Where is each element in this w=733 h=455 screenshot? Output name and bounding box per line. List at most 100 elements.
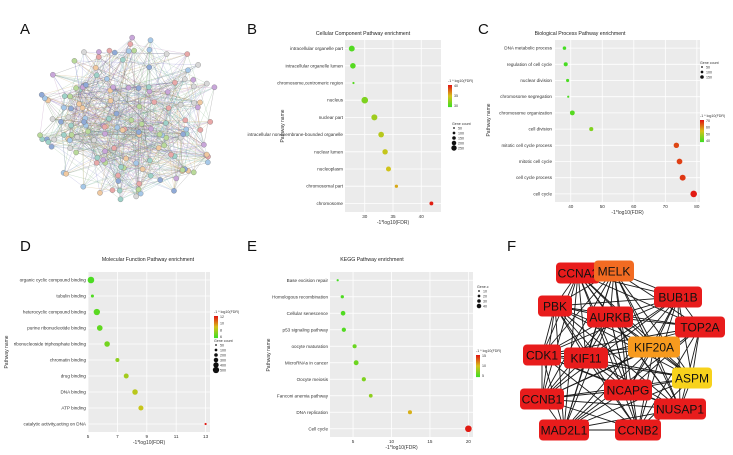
network-edge (138, 83, 207, 133)
category-label: purine ribonucleotide binding (27, 326, 86, 331)
network-node (45, 139, 52, 145)
network-node (197, 99, 203, 106)
size-legend-dot (214, 353, 218, 357)
data-point (132, 389, 138, 395)
color-legend-bar (448, 104, 452, 106)
network-node (106, 47, 113, 54)
network-edge (66, 173, 141, 194)
size-legend-dot (477, 299, 481, 303)
network-node (81, 49, 87, 55)
color-legend-bar (448, 99, 452, 101)
color-legend-bar (476, 359, 480, 361)
network-node (68, 122, 74, 129)
network-edge (637, 326, 701, 431)
category-label: nuclear part (319, 115, 344, 120)
category-label: chromosome organization (499, 110, 552, 115)
size-legend-label: 50 (220, 343, 224, 347)
category-label: p53 signaling pathway (283, 327, 329, 332)
x-tick-label: 11 (174, 434, 179, 439)
network-edge (97, 83, 207, 158)
chart-molecular-function: Molecular Function Pathway enrichment org… (4, 257, 239, 446)
color-legend-bar (448, 93, 452, 95)
network-node (155, 145, 162, 151)
gene-node-label: MELK (598, 264, 631, 278)
data-point (407, 410, 413, 415)
network-node (48, 143, 55, 150)
network-edge (63, 51, 129, 135)
data-point (340, 295, 344, 299)
category-label: intracellular organelle lumen (286, 63, 344, 68)
size-legend-label: 500 (220, 368, 226, 372)
x-tick-label: 60 (631, 204, 637, 209)
network-edge (203, 87, 215, 145)
network-edge (66, 173, 84, 187)
network-edge (69, 140, 209, 157)
color-legend-bar (448, 87, 452, 89)
network-edge (112, 40, 151, 191)
color-legend-bar (214, 330, 218, 332)
network-edge (79, 103, 183, 171)
category-label: DNA binding (60, 390, 86, 395)
color-legend-tick: 8 (220, 328, 222, 332)
network-edge (60, 113, 117, 122)
network-edge (66, 78, 185, 174)
color-legend-tick: 60 (706, 126, 710, 130)
network-edge (60, 121, 208, 163)
size-legend-dot (477, 294, 481, 298)
color-legend-bar (700, 120, 704, 122)
network-node (156, 131, 163, 138)
gene-node-box (538, 295, 572, 317)
color-legend-bar (448, 88, 452, 90)
network-node (163, 135, 170, 141)
data-point (569, 110, 575, 116)
network-node (110, 84, 116, 90)
category-label: intracellular non-membrane-bounded organ… (247, 132, 343, 137)
network-edge (139, 121, 211, 135)
network-node (157, 177, 163, 183)
size-legend-title: Gene count (700, 61, 719, 65)
size-legend-dot (451, 140, 457, 146)
color-legend-bar (700, 129, 704, 131)
network-node (204, 80, 210, 87)
network-edge (167, 91, 184, 135)
color-legend-bar (476, 371, 480, 373)
network-node (91, 137, 97, 143)
x-tick-label: 10 (389, 439, 395, 444)
network-edge (83, 156, 175, 187)
color-legend-bar (476, 376, 480, 378)
network-edge (541, 296, 679, 400)
network-edge (75, 37, 133, 89)
network-edge (110, 90, 201, 103)
network-edge (120, 167, 124, 200)
category-label: chromatin binding (50, 358, 87, 363)
color-legend-bar (476, 361, 480, 363)
network-node (136, 180, 142, 187)
network-node (146, 84, 152, 90)
data-point (690, 190, 697, 198)
network-edge (52, 74, 107, 80)
category-label: nuclear division (520, 78, 552, 83)
network-node (179, 167, 186, 173)
color-legend-bar (214, 331, 218, 333)
color-legend-bar (448, 95, 452, 97)
network-edge (93, 125, 104, 141)
size-legend-label: 250 (458, 146, 464, 150)
network-edge (109, 50, 111, 91)
category-label: mitotic cell cycle process (501, 143, 552, 148)
network-edge (79, 103, 183, 172)
color-legend-bar (476, 365, 480, 367)
color-legend-bar (448, 91, 452, 93)
network-edge (77, 89, 122, 168)
network-edge (83, 102, 155, 187)
size-legend-dot (451, 145, 457, 151)
gene-node-label: KIF11 (570, 351, 601, 365)
gene-node-box (539, 419, 589, 441)
network-edge (77, 136, 209, 157)
color-legend-bar (448, 106, 452, 108)
size-legend-label: 200 (220, 353, 226, 357)
network-edge (609, 316, 681, 410)
network-node (165, 105, 172, 111)
network-node (73, 85, 79, 91)
network-edge (113, 40, 151, 88)
color-legend-bar (214, 332, 218, 334)
